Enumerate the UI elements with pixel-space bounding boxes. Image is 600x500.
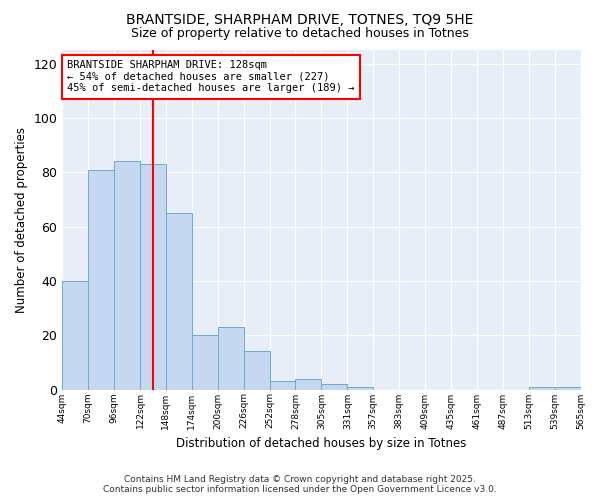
Bar [192,335,218,390]
Bar [62,281,88,390]
Text: BRANTSIDE, SHARPHAM DRIVE, TOTNES, TQ9 5HE: BRANTSIDE, SHARPHAM DRIVE, TOTNES, TQ9 5… [127,12,473,26]
Bar [114,162,140,390]
Bar [347,387,373,390]
Bar [295,378,322,390]
Bar [529,387,554,390]
Bar [322,384,347,390]
Bar [269,382,295,390]
Text: Size of property relative to detached houses in Totnes: Size of property relative to detached ho… [131,28,469,40]
X-axis label: Distribution of detached houses by size in Totnes: Distribution of detached houses by size … [176,437,467,450]
Bar [244,352,269,390]
Bar [554,387,581,390]
Bar [218,327,244,390]
Bar [88,170,114,390]
Y-axis label: Number of detached properties: Number of detached properties [15,127,28,313]
Bar [166,213,192,390]
Text: BRANTSIDE SHARPHAM DRIVE: 128sqm
← 54% of detached houses are smaller (227)
45% : BRANTSIDE SHARPHAM DRIVE: 128sqm ← 54% o… [67,60,355,94]
Bar [140,164,166,390]
Text: Contains HM Land Registry data © Crown copyright and database right 2025.
Contai: Contains HM Land Registry data © Crown c… [103,474,497,494]
